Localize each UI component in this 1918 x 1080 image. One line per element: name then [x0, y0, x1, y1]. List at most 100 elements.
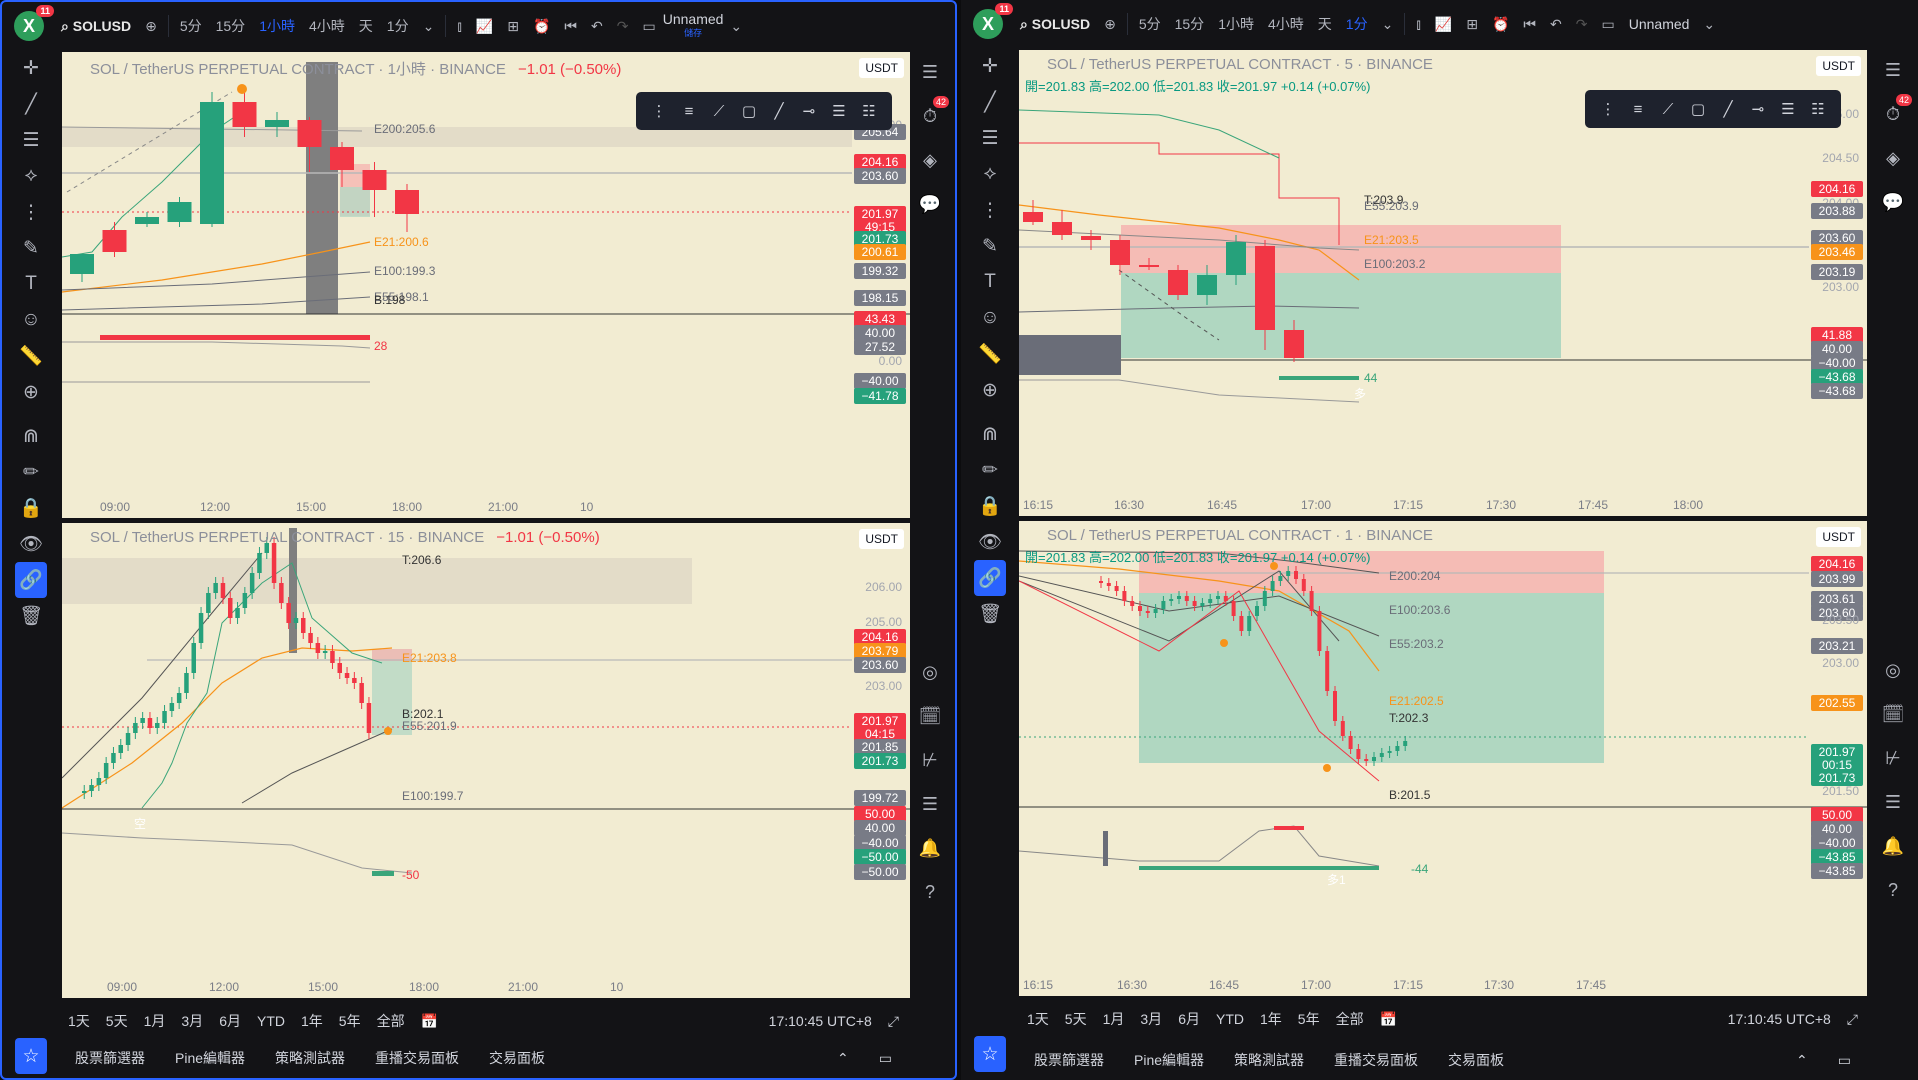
calendar-icon[interactable]: 🗓	[918, 705, 942, 726]
drawing-float-toolbar[interactable]: ⋮ ≡ ⟋ ▢ ╱ ⊸ ☰ ☷	[1585, 90, 1841, 128]
clock-label[interactable]: 17:10:45 UTC+8	[1727, 1011, 1831, 1027]
range-3[interactable]: 3月	[1140, 1011, 1163, 1027]
redo-icon[interactable]: ↷	[616, 17, 629, 34]
panel-tab-1[interactable]: Pine編輯器	[175, 1050, 246, 1066]
candle-chart[interactable]	[62, 523, 910, 998]
ruler-icon[interactable]: 📏	[19, 346, 43, 367]
panel-tab-3[interactable]: 重播交易面板	[1334, 1052, 1419, 1068]
interval-4h[interactable]: 4小時	[1267, 16, 1304, 32]
text-icon[interactable]: T	[984, 271, 996, 292]
fib-icon[interactable]: ☰	[981, 127, 999, 149]
indicators-icon[interactable]: 📈	[1434, 15, 1453, 32]
emoji-icon[interactable]: ☺	[21, 309, 41, 330]
candle-chart[interactable]	[1019, 50, 1867, 516]
fib-icon[interactable]: ☰	[22, 129, 40, 151]
time-axis[interactable]: 09:00 12:00 15:00 18:00 21:00 10	[62, 496, 910, 518]
layout-icon[interactable]: ▭	[642, 17, 656, 34]
symbol-search-button[interactable]: ⌕ SOLUSD	[61, 17, 132, 34]
app-logo[interactable]: X 11	[14, 5, 54, 41]
collapse-icon[interactable]: ⌃	[837, 1049, 849, 1066]
range-1[interactable]: 5天	[1064, 1011, 1087, 1027]
alert-icon[interactable]: ⏰	[532, 17, 551, 34]
add-symbol-icon[interactable]: ⊕	[145, 17, 157, 34]
interval-1d[interactable]: 天	[1317, 16, 1332, 32]
path-icon[interactable]: ⟋	[1662, 100, 1674, 118]
trendline-icon[interactable]: ╱	[25, 93, 37, 115]
interval-1m[interactable]: 1分	[1345, 16, 1368, 32]
crosshair-icon[interactable]: ✛	[982, 55, 998, 77]
drag-handle-icon[interactable]: ⋮	[651, 103, 667, 120]
time-axis[interactable]: 09:00 12:00 15:00 18:00 21:00 10	[62, 976, 910, 998]
chevron-down-icon[interactable]: ⌄	[730, 17, 743, 34]
range-8[interactable]: 全部	[376, 1013, 405, 1029]
interval-4h[interactable]: 4小時	[308, 18, 345, 34]
help-icon[interactable]: ?	[1887, 879, 1898, 900]
layout-icon[interactable]: ▭	[1601, 15, 1615, 32]
range-2[interactable]: 1月	[143, 1013, 166, 1029]
range-0[interactable]: 1天	[68, 1013, 90, 1029]
time-axis[interactable]: 16:15 16:30 16:45 17:00 17:15 17:30 17:45	[1019, 974, 1867, 996]
time-axis[interactable]: 16:15 16:30 16:45 17:00 17:15 17:30 17:45 18:00	[1019, 494, 1867, 516]
more-icon[interactable]: ☷	[862, 103, 876, 120]
panel-tab-2[interactable]: 策略測試器	[1234, 1052, 1305, 1068]
trash-icon[interactable]: 🗑	[977, 604, 1003, 625]
rectangle-icon[interactable]: ▢	[1690, 101, 1706, 118]
lock-draw-icon[interactable]: ✏	[982, 459, 998, 481]
link-icon[interactable]: 🔗	[974, 560, 1006, 596]
settings-icon[interactable]: ☰	[832, 103, 846, 120]
range-5[interactable]: YTD	[1215, 1011, 1244, 1027]
chart-pane-15m[interactable]: SOL / TetherUS PERPETUAL CONTRACT · 15 ·…	[62, 523, 910, 998]
watchlist-icon[interactable]: ☰	[921, 61, 939, 82]
alert-clock-icon[interactable]: ⏱ 42	[1868, 92, 1918, 136]
redo-icon[interactable]: ↷	[1575, 15, 1588, 32]
chat-icon[interactable]: 💬	[918, 193, 942, 214]
path-icon[interactable]: ⟋	[713, 102, 725, 120]
trash-icon[interactable]: 🗑	[18, 606, 44, 627]
calendar-range-icon[interactable]: 📅	[420, 1012, 439, 1029]
chevron-down-icon[interactable]: ⌄	[1381, 15, 1394, 32]
interval-5m[interactable]: 5分	[1138, 16, 1161, 32]
layout-name[interactable]: Unnamed 儲存	[662, 11, 724, 38]
drawing-float-toolbar[interactable]: ⋮ ≡ ⟋ ▢ ╱ ⊸ ☰ ☷	[636, 92, 892, 130]
tree-icon[interactable]: ⊬	[922, 749, 938, 770]
candle-type-icon[interactable]: ⫾	[1416, 15, 1421, 32]
interval-1m[interactable]: 1分	[386, 18, 409, 34]
clock-label[interactable]: 17:10:45 UTC+8	[768, 1013, 872, 1029]
app-logo[interactable]: X 11	[973, 3, 1013, 39]
alert-icon[interactable]: ⏰	[1491, 15, 1510, 32]
lock-icon[interactable]: 🔒	[978, 496, 1002, 517]
lines-icon[interactable]: ≡	[1633, 100, 1643, 118]
alert-clock-icon[interactable]: ⏱ 42	[905, 94, 955, 138]
interval-1d[interactable]: 天	[358, 18, 373, 34]
layers-icon[interactable]: ◈	[1886, 147, 1900, 168]
range-4[interactable]: 6月	[1178, 1011, 1200, 1027]
bell-icon[interactable]: 🔔	[918, 837, 942, 858]
candle-type-icon[interactable]: ⫾	[457, 17, 462, 34]
emoji-icon[interactable]: ☺	[980, 307, 1000, 328]
calendar-icon[interactable]: 🗓	[1881, 703, 1905, 724]
magnet-icon[interactable]: ⋒	[982, 423, 998, 445]
price-scale[interactable]: 205.00204.50204.16204.00203.88203.60203.…	[1807, 50, 1867, 516]
crosshair-icon[interactable]: ✛	[23, 57, 39, 79]
panel-tab-3[interactable]: 重播交易面板	[375, 1050, 460, 1066]
range-4[interactable]: 6月	[219, 1013, 241, 1029]
collapse-icon[interactable]: ⌃	[1796, 1051, 1808, 1068]
hline-icon[interactable]: ⊸	[802, 103, 816, 120]
eye-icon[interactable]: 👁	[977, 532, 1003, 553]
star-icon[interactable]: ☆	[974, 1036, 1006, 1072]
range-6[interactable]: 1年	[1259, 1011, 1282, 1027]
range-8[interactable]: 全部	[1335, 1011, 1364, 1027]
symbol-search-button[interactable]: ⌕ SOLUSD	[1020, 15, 1091, 32]
eye-icon[interactable]: 👁	[18, 534, 44, 555]
brush-icon[interactable]: ✎	[982, 235, 998, 257]
interval-15m[interactable]: 15分	[215, 18, 246, 34]
panel-tab-4[interactable]: 交易面板	[1448, 1052, 1505, 1068]
range-5[interactable]: YTD	[256, 1013, 285, 1029]
currency-select[interactable]: USDT	[859, 529, 904, 549]
maximize-icon[interactable]: ▭	[1837, 1051, 1851, 1068]
chevron-down-icon[interactable]: ⌄	[422, 17, 435, 34]
fullscreen-icon[interactable]: ⤢	[1846, 1010, 1858, 1027]
currency-select[interactable]: USDT	[1816, 527, 1861, 547]
tree-icon[interactable]: ⊬	[1885, 747, 1901, 768]
lock-icon[interactable]: 🔒	[19, 498, 43, 519]
